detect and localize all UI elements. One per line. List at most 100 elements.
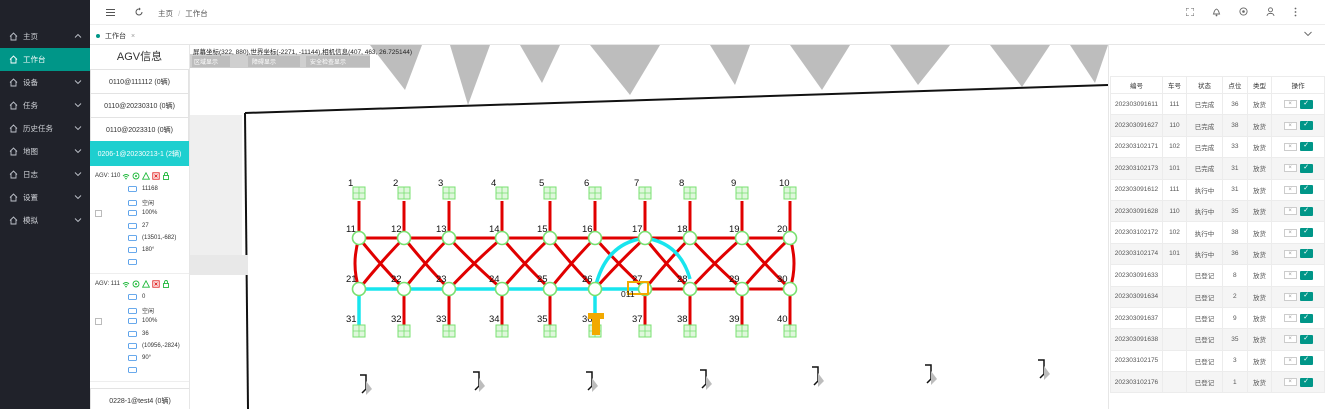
map-scan-shard — [592, 378, 598, 392]
sidebar-item-3[interactable]: 任务 — [0, 94, 90, 117]
confirm-task-button[interactable]: ✓ — [1299, 142, 1313, 152]
cancel-task-button[interactable]: × — [1283, 335, 1297, 344]
cancel-task-button[interactable]: × — [1283, 228, 1297, 237]
table-cell: 35 — [1222, 199, 1248, 223]
lock-icon[interactable] — [162, 172, 170, 180]
agv-group-item[interactable]: 0110@2023310 (0辆) — [90, 117, 189, 142]
point-icon — [128, 222, 137, 229]
cancel-task-button[interactable]: × — [1283, 356, 1297, 365]
map-node-label: 7 — [634, 178, 639, 189]
map-node-label: 24 — [489, 274, 500, 285]
map-station-grid — [784, 187, 796, 199]
confirm-task-button[interactable]: ✓ — [1299, 377, 1313, 387]
location-icon[interactable] — [132, 172, 140, 180]
agv-group-item[interactable]: 0110@111112 (0辆) — [90, 69, 189, 94]
lock-icon[interactable] — [162, 280, 170, 288]
confirm-task-button[interactable]: ✓ — [1299, 185, 1313, 195]
agv-card[interactable]: AGV: 110 11168 空闲 100% 27 (13501,-682) 180° — [90, 166, 189, 274]
agv-group-item[interactable]: 0110@20230310 (0辆) — [90, 93, 189, 118]
fullscreen-icon[interactable] — [1186, 8, 1194, 16]
map-node-label: 28 — [677, 274, 688, 285]
confirm-task-button[interactable]: ✓ — [1299, 292, 1313, 302]
map-station-grid — [353, 325, 365, 337]
map-obstacle — [925, 364, 932, 384]
agv-marker-icon — [627, 281, 649, 295]
confirm-task-button[interactable]: ✓ — [1299, 313, 1313, 323]
sidebar-item-2[interactable]: 设备 — [0, 71, 90, 94]
map-node-label: 12 — [391, 224, 402, 235]
cancel-task-button[interactable]: × — [1283, 100, 1297, 109]
map-node-label: 29 — [729, 274, 740, 285]
confirm-task-button[interactable]: ✓ — [1299, 99, 1313, 109]
map-button-obstacle[interactable]: 障碍显示 — [252, 60, 277, 66]
cancel-task-button[interactable]: × — [1283, 314, 1297, 323]
home-icon — [9, 78, 18, 87]
cancel-task-button[interactable]: × — [1283, 164, 1297, 173]
confirm-task-button[interactable]: ✓ — [1299, 356, 1313, 366]
table-cell: 放货 — [1246, 199, 1273, 223]
agv-group-item-active[interactable]: 0206-1@20230213-1 (2辆) — [90, 141, 189, 166]
sidebar-item-6[interactable]: 日志 — [0, 163, 90, 186]
confirm-task-button[interactable]: ✓ — [1299, 206, 1313, 216]
cancel-task-button[interactable]: × — [1283, 142, 1297, 151]
agv-group-item[interactable]: 0228-1@test4 (0辆) — [90, 388, 189, 409]
confirm-task-button[interactable]: ✓ — [1299, 334, 1313, 344]
agv-image — [95, 318, 102, 325]
table-row: 202303102172 102 执行中 38 放货 × ✓ — [1110, 221, 1325, 244]
map-button-area[interactable]: 区域显示 — [194, 60, 219, 66]
tab-workbench[interactable]: 工作台 × — [96, 31, 135, 41]
map-canvas[interactable]: 1 2 3 4 5 6 7 8 9 10 11 12 13 14 15 16 17 18 19 20 21 22 23 24 2… — [190, 45, 1108, 409]
map-node-label: 37 — [632, 314, 643, 325]
sidebar-item-4[interactable]: 历史任务 — [0, 117, 90, 140]
sidebar-item-1[interactable]: 工作台 — [0, 48, 90, 71]
breadcrumb-home[interactable]: 主页 — [158, 9, 173, 18]
tab-close-icon[interactable]: × — [131, 32, 136, 40]
cancel-task-button[interactable]: × — [1283, 121, 1297, 130]
more-icon[interactable] — [1294, 7, 1297, 17]
cancel-task-button[interactable]: × — [1283, 249, 1297, 258]
table-row: 202303102176 已登记 1 放货 × ✓ — [1110, 371, 1325, 394]
map-node-label: 1 — [348, 178, 353, 189]
bell-icon[interactable] — [1212, 7, 1221, 17]
refresh-icon[interactable] — [134, 7, 144, 17]
table-cell: 36 — [1222, 92, 1248, 116]
confirm-task-button[interactable]: ✓ — [1299, 121, 1313, 131]
menu-toggle-icon[interactable] — [106, 8, 115, 17]
sidebar-item-5[interactable]: 地图 — [0, 140, 90, 163]
wifi-icon[interactable] — [122, 172, 130, 180]
alert-icon[interactable] — [141, 280, 150, 288]
cancel-task-button[interactable]: × — [1283, 185, 1297, 194]
sidebar-item-label: 任务 — [23, 101, 38, 110]
sidebar-item-0[interactable]: 主页 — [0, 25, 90, 48]
sidebar-item-8[interactable]: 模拟 — [0, 209, 90, 232]
table-header-cell: 编号 — [1110, 76, 1163, 94]
confirm-task-button[interactable]: ✓ — [1299, 270, 1313, 280]
table-header-cell: 操作 — [1271, 76, 1325, 94]
map-node-label: 40 — [777, 314, 788, 325]
cancel-task-button[interactable]: × — [1283, 378, 1297, 387]
wifi-icon[interactable] — [122, 280, 130, 288]
table-cell: 202303091611 — [1110, 92, 1163, 116]
sidebar-item-7[interactable]: 设置 — [0, 186, 90, 209]
confirm-task-button[interactable]: ✓ — [1299, 228, 1313, 238]
stop-icon[interactable] — [152, 172, 161, 180]
location-icon[interactable] — [132, 280, 140, 288]
agv-info-panel: AGV信息 0110@111112 (0辆) 0110@20230310 (0辆… — [90, 45, 190, 409]
map-obstacle — [700, 369, 707, 389]
map-button-safety[interactable]: 安全检查显示 — [310, 60, 347, 66]
confirm-task-button[interactable]: ✓ — [1299, 249, 1313, 259]
confirm-task-button[interactable]: ✓ — [1299, 163, 1313, 173]
user-icon[interactable] — [1266, 7, 1275, 16]
map-node-label: 17 — [632, 224, 643, 235]
alert-icon[interactable] — [142, 172, 151, 180]
map-obstacle — [812, 366, 819, 386]
tab-dropdown-icon[interactable] — [1304, 31, 1312, 37]
cancel-task-button[interactable]: × — [1283, 271, 1297, 280]
agv-card[interactable]: AGV: 111 0 空闲 100% 36 (10956,-2824) 90° — [90, 274, 189, 382]
theme-icon[interactable] — [1239, 7, 1248, 16]
cancel-task-button[interactable]: × — [1283, 292, 1297, 301]
agv-info-row: 空闲 — [128, 198, 154, 207]
stop-icon[interactable] — [152, 280, 160, 288]
cancel-task-button[interactable]: × — [1283, 207, 1297, 216]
